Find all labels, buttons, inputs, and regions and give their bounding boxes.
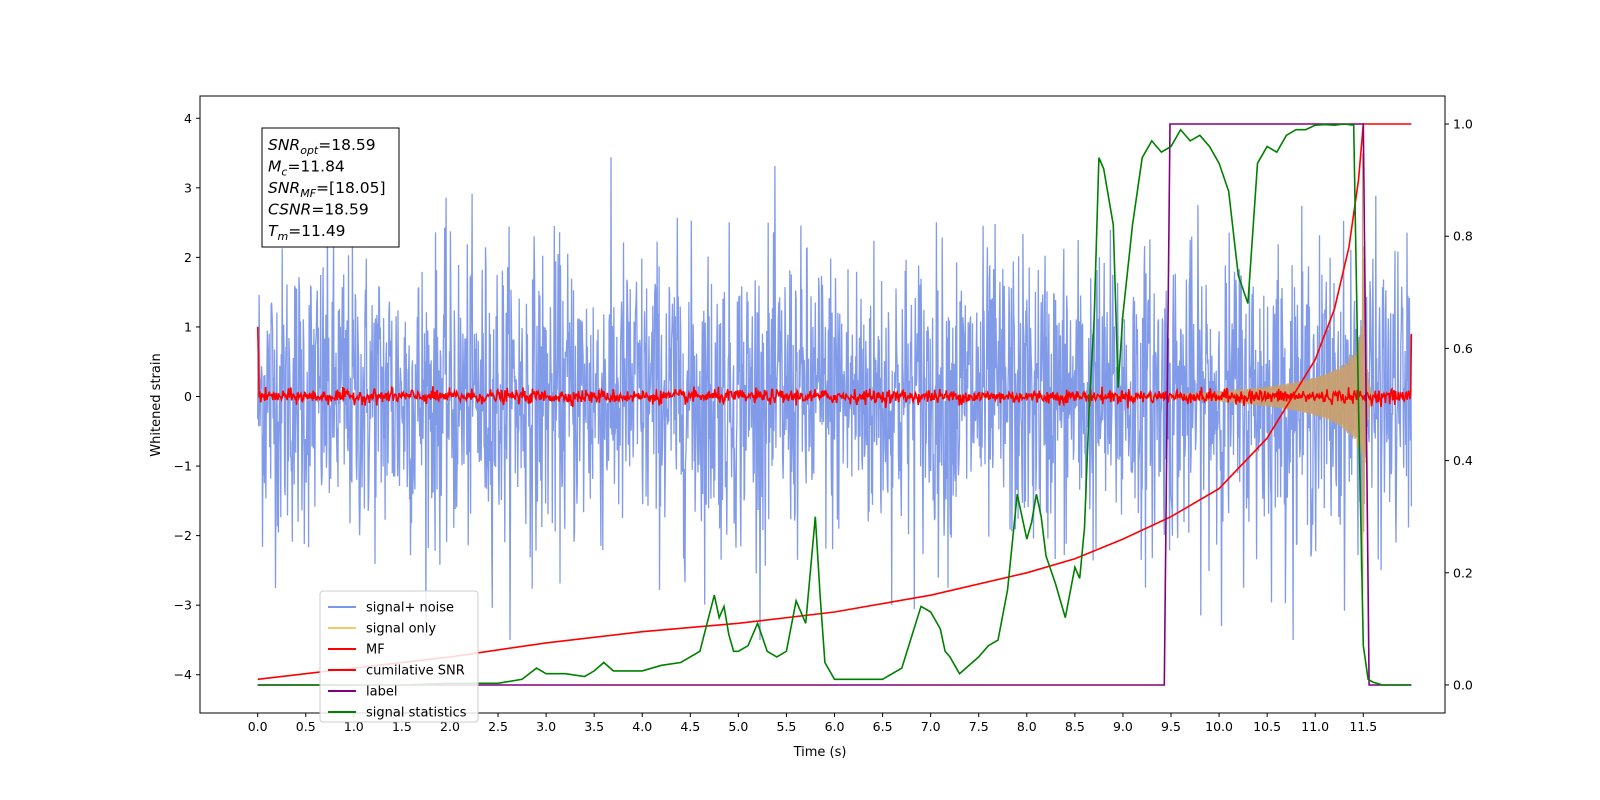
x-tick-label: 8.0 xyxy=(1017,719,1037,734)
x-tick-label: 1.5 xyxy=(392,719,412,734)
series-signal-statistics-line xyxy=(257,123,1412,686)
x-tick-label: 10.0 xyxy=(1205,719,1233,734)
y-axis-right: 1.0 0.8 0.6 0.4 0.2 0.0 xyxy=(1445,117,1473,692)
info-box: SNRopt=18.59Mc=11.84SNRMF=[18.05]CSNR=18… xyxy=(261,127,400,248)
y-tick-label: 3 xyxy=(184,180,192,195)
x-tick-label: 2.0 xyxy=(440,719,460,734)
x-tick-label: 7.5 xyxy=(969,719,989,734)
info-line: CSNR=18.59 xyxy=(268,201,369,219)
x-axis-label: Time (s) xyxy=(793,745,847,760)
y2-tick-label: 0.8 xyxy=(1453,229,1473,244)
legend-label: label xyxy=(366,685,397,700)
y-axis-label: Whitened strain xyxy=(149,353,164,456)
y-tick-label: 4 xyxy=(184,111,192,126)
y2-tick-label: 0.6 xyxy=(1453,341,1473,356)
x-tick-label: 2.5 xyxy=(488,719,508,734)
legend-frame xyxy=(319,590,479,723)
y-tick-label: 1 xyxy=(184,319,192,334)
x-tick-label: 3.5 xyxy=(584,719,604,734)
x-tick-label: 8.5 xyxy=(1065,719,1085,734)
x-tick-label: 5.0 xyxy=(728,719,748,734)
x-tick-label: 9.0 xyxy=(1113,719,1133,734)
x-tick-label: 11.5 xyxy=(1349,719,1377,734)
x-tick-label: 9.5 xyxy=(1161,719,1181,734)
info-line: Tm=11.49 xyxy=(268,222,346,243)
legend-label: cumilative SNR xyxy=(366,664,465,679)
y-tick-label: −4 xyxy=(174,667,192,682)
series-mf-line xyxy=(256,326,1413,409)
legend-label: signal+ noise xyxy=(366,601,454,616)
y2-tick-label: 1.0 xyxy=(1453,117,1473,132)
info-line: Mc=11.84 xyxy=(268,158,345,179)
x-tick-label: 0.0 xyxy=(248,719,268,734)
x-tick-label: 7.0 xyxy=(921,719,941,734)
info-line: SNRopt=18.59 xyxy=(268,136,376,157)
x-axis: 0.0 0.5 1.0 1.5 2.0 2.5 3.0 3.5 4.0 4.5 5.0 5.5 6.0 6… xyxy=(248,713,1377,734)
x-tick-label: 5.5 xyxy=(777,719,797,734)
x-tick-label: 4.0 xyxy=(632,719,652,734)
y2-tick-label: 0.2 xyxy=(1453,565,1473,580)
x-tick-label: 3.0 xyxy=(536,719,556,734)
legend-label: MF xyxy=(366,643,385,658)
y-tick-label: 0 xyxy=(184,389,192,404)
plot-frame xyxy=(199,95,1446,714)
info-line: SNRMF=[18.05] xyxy=(268,179,386,200)
x-tick-label: 6.0 xyxy=(825,719,845,734)
y-tick-label: −3 xyxy=(174,598,192,613)
x-tick-label: 0.5 xyxy=(296,719,316,734)
legend-label: signal statistics xyxy=(366,706,467,721)
y-tick-label: −1 xyxy=(174,459,192,474)
info-box-frame xyxy=(261,127,400,248)
legend-label: signal only xyxy=(366,622,436,637)
x-tick-label: 1.0 xyxy=(344,719,364,734)
y2-tick-label: 0.0 xyxy=(1453,677,1473,692)
y2-tick-label: 0.4 xyxy=(1453,453,1473,468)
x-tick-label: 11.0 xyxy=(1301,719,1329,734)
x-tick-label: 10.5 xyxy=(1253,719,1281,734)
y-tick-label: 2 xyxy=(184,250,192,265)
y-tick-label: −2 xyxy=(174,528,192,543)
legend: signal+ noise signal only MF cumilative SNR… xyxy=(319,590,479,723)
y-axis-left: 4 3 2 1 0 −1 −2 −3 −4 xyxy=(174,111,200,682)
series-signal-noise-line xyxy=(257,157,1413,641)
x-tick-label: 4.5 xyxy=(680,719,700,734)
series-layer xyxy=(256,123,1413,686)
x-tick-label: 6.5 xyxy=(873,719,893,734)
series-label-line xyxy=(257,123,1412,686)
